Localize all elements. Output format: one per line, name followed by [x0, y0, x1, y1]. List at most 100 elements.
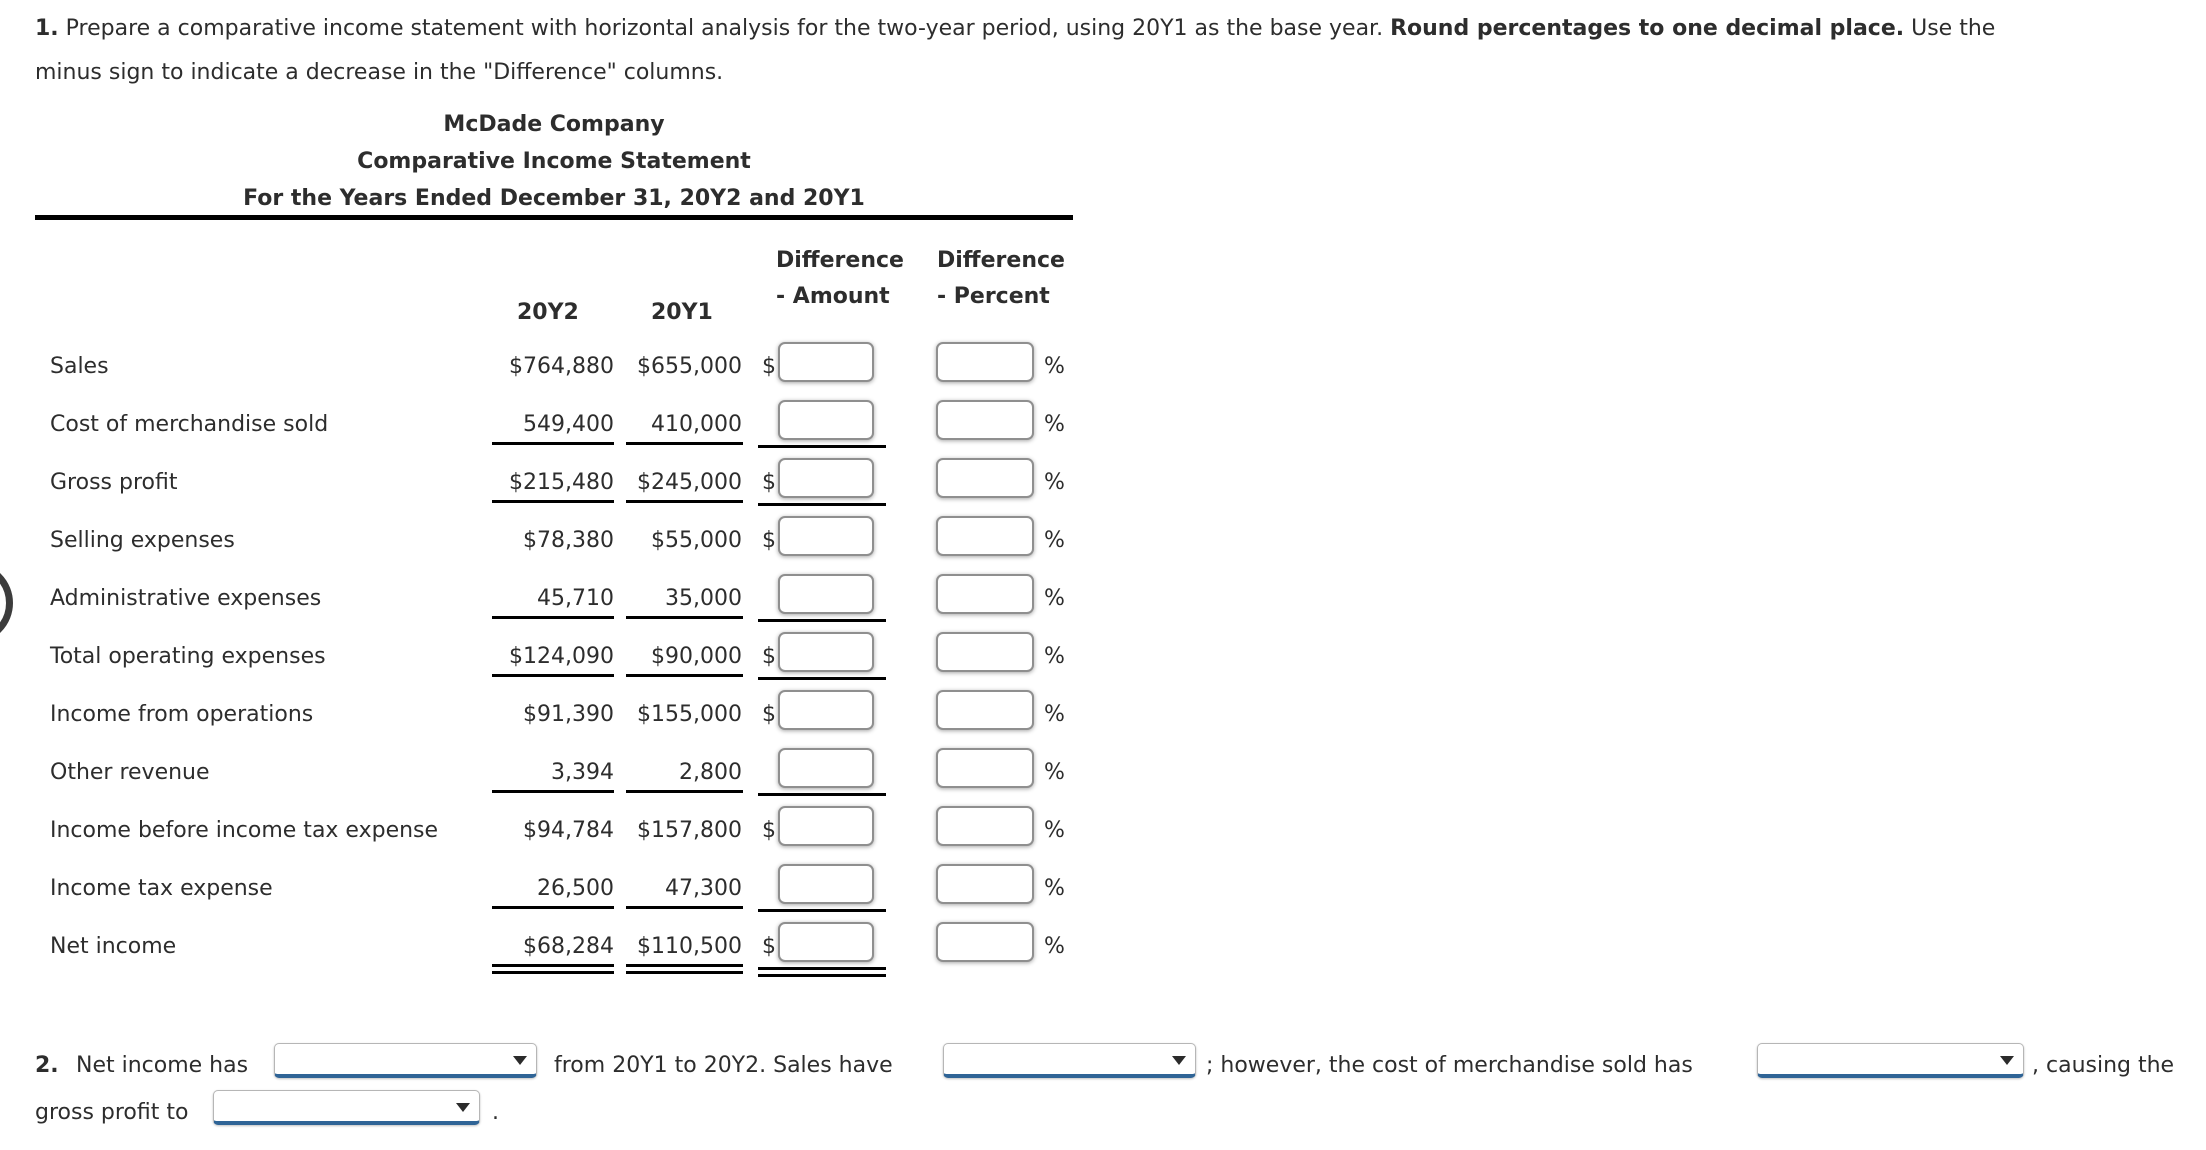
instruction-number: 1.: [35, 16, 59, 41]
amount-20y2: 45,710: [537, 586, 614, 611]
row-label: Selling expenses: [50, 528, 235, 553]
percent-suffix: %: [1044, 470, 1065, 495]
table-row-cost-of-merchandise-sold: Cost of merchandise sold 549,400 410,000…: [0, 399, 1120, 458]
difference-percent-input[interactable]: [936, 574, 1034, 614]
difference-percent-input[interactable]: [936, 342, 1034, 382]
dollar-prefix: $: [762, 528, 776, 553]
difference-amount-input[interactable]: [778, 922, 874, 962]
cost-of-merchandise-sold-dropdown[interactable]: [1757, 1043, 2024, 1078]
instruction-text-b: Use the: [1904, 16, 1996, 41]
instruction-text-bold: Round percentages to one decimal place.: [1390, 16, 1905, 41]
accounting-rule: [492, 790, 614, 793]
question2-part2: from 20Y1 to 20Y2. Sales have: [554, 1053, 893, 1078]
amount-20y1: 410,000: [651, 412, 742, 437]
accounting-rule: [626, 790, 743, 793]
difference-amount-input[interactable]: [778, 342, 874, 382]
amount-20y2: 549,400: [523, 412, 614, 437]
amount-20y1: $245,000: [637, 470, 742, 495]
difference-percent-input[interactable]: [936, 516, 1034, 556]
chevron-down-icon: [1172, 1056, 1186, 1065]
difference-amount-input[interactable]: [778, 400, 874, 440]
question2-line2-text: gross profit to: [35, 1100, 189, 1125]
accounting-rule: [758, 445, 886, 448]
row-label: Income tax expense: [50, 876, 273, 901]
difference-amount-input[interactable]: [778, 806, 874, 846]
percent-suffix: %: [1044, 586, 1065, 611]
amount-20y2: 26,500: [537, 876, 614, 901]
double-accounting-rule: [626, 964, 743, 974]
difference-percent-input[interactable]: [936, 922, 1034, 962]
accounting-rule: [758, 619, 886, 622]
percent-suffix: %: [1044, 702, 1065, 727]
difference-percent-input[interactable]: [936, 806, 1034, 846]
row-label: Income before income tax expense: [50, 818, 439, 843]
amount-20y1: 35,000: [665, 586, 742, 611]
amount-20y1: 2,800: [679, 760, 742, 785]
statement-title: McDade Company Comparative Income Statem…: [35, 106, 1073, 217]
difference-amount-input[interactable]: [778, 574, 874, 614]
question2-part4: , causing the: [2032, 1053, 2175, 1078]
gross-profit-dropdown[interactable]: [213, 1090, 480, 1125]
percent-suffix: %: [1044, 412, 1065, 437]
accounting-rule: [492, 674, 614, 677]
accounting-rule: [492, 906, 614, 909]
difference-percent-input[interactable]: [936, 458, 1034, 498]
difference-percent-input[interactable]: [936, 400, 1034, 440]
question2-part3: ; however, the cost of merchandise sold …: [1206, 1053, 1693, 1078]
amount-20y2: 3,394: [551, 760, 614, 785]
col-header-diff-percent-2: - Percent: [937, 284, 1050, 309]
row-label: Administrative expenses: [50, 586, 322, 611]
amount-20y1: 47,300: [665, 876, 742, 901]
sales-change-dropdown[interactable]: [943, 1043, 1196, 1078]
table-row-income-tax-expense: Income tax expense 26,500 47,300 %: [0, 863, 1120, 922]
dollar-prefix: $: [762, 934, 776, 959]
amount-20y1: $155,000: [637, 702, 742, 727]
table-row-income-from-operations: Income from operations $91,390 $155,000 …: [0, 689, 1120, 748]
accounting-rule: [626, 906, 743, 909]
accounting-rule: [492, 616, 614, 619]
dollar-prefix: $: [762, 470, 776, 495]
double-accounting-rule: [492, 964, 614, 974]
accounting-rule: [626, 500, 743, 503]
difference-amount-input[interactable]: [778, 748, 874, 788]
statement-period: For the Years Ended December 31, 20Y2 an…: [243, 186, 865, 211]
row-label: Sales: [50, 354, 109, 379]
amount-20y2: $764,880: [509, 354, 614, 379]
table-row-gross-profit: Gross profit $215,480 $245,000 $ %: [0, 457, 1120, 516]
difference-amount-input[interactable]: [778, 690, 874, 730]
col-header-20y2: 20Y2: [517, 300, 579, 325]
amount-20y1: $157,800: [637, 818, 742, 843]
difference-percent-input[interactable]: [936, 748, 1034, 788]
difference-percent-input[interactable]: [936, 864, 1034, 904]
amount-20y2: $215,480: [509, 470, 614, 495]
chevron-down-icon: [513, 1056, 527, 1065]
amount-20y2: $78,380: [523, 528, 614, 553]
percent-suffix: %: [1044, 644, 1065, 669]
instruction-line-1: 1. Prepare a comparative income statemen…: [35, 16, 1995, 41]
net-income-change-dropdown[interactable]: [274, 1043, 537, 1078]
difference-amount-input[interactable]: [778, 516, 874, 556]
difference-percent-input[interactable]: [936, 632, 1034, 672]
amount-20y2: $91,390: [523, 702, 614, 727]
amount-20y1: $90,000: [651, 644, 742, 669]
question2-part1: Net income has: [76, 1053, 249, 1078]
dollar-prefix: $: [762, 702, 776, 727]
table-row-selling-expenses: Selling expenses $78,380 $55,000 $ %: [0, 515, 1120, 574]
accounting-rule: [626, 616, 743, 619]
row-label: Other revenue: [50, 760, 210, 785]
amount-20y2: $68,284: [523, 934, 614, 959]
col-header-diff-amount-2: - Amount: [776, 284, 890, 309]
difference-amount-input[interactable]: [778, 864, 874, 904]
amount-20y1: $110,500: [637, 934, 742, 959]
statement-name: Comparative Income Statement: [357, 149, 751, 174]
dollar-prefix: $: [762, 644, 776, 669]
col-header-diff-amount-1: Difference: [776, 248, 904, 273]
row-label: Gross profit: [50, 470, 178, 495]
table-row-total-operating-expenses: Total operating expenses $124,090 $90,00…: [0, 631, 1120, 690]
accounting-rule: [758, 503, 886, 506]
difference-percent-input[interactable]: [936, 690, 1034, 730]
difference-amount-input[interactable]: [778, 458, 874, 498]
difference-amount-input[interactable]: [778, 632, 874, 672]
percent-suffix: %: [1044, 934, 1065, 959]
percent-suffix: %: [1044, 818, 1065, 843]
